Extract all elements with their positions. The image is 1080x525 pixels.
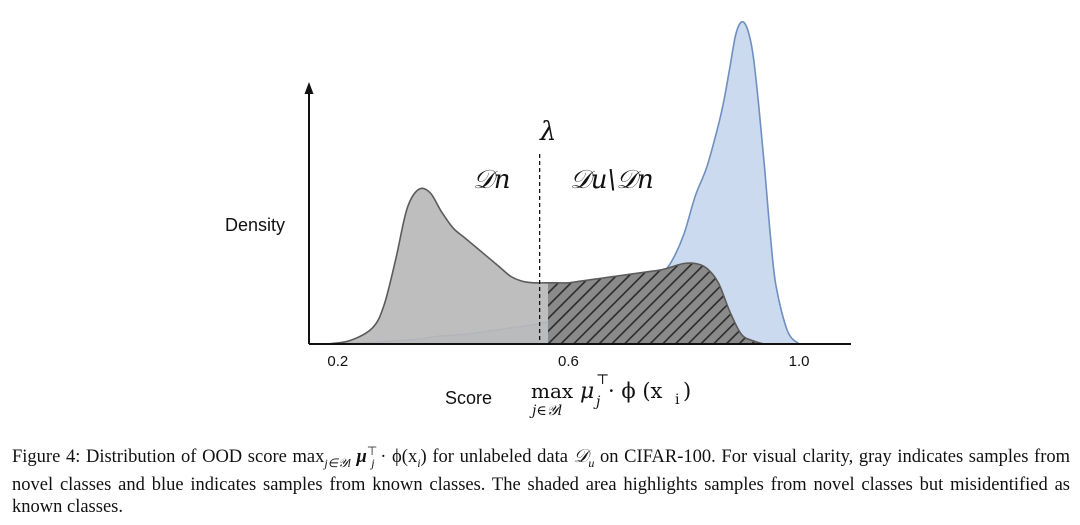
caption-middle: for unlabeled data <box>426 447 574 468</box>
formula-x-sub: i <box>675 392 680 408</box>
formula-max-sub: j∈𝒴l <box>529 403 562 419</box>
formula-close: ) <box>683 379 691 403</box>
caption-formula-mu-sub: j <box>371 455 375 470</box>
misidentified-hatched-area <box>548 262 777 345</box>
formula-mu-sup: ⊤ <box>596 372 609 388</box>
caption-du: 𝒟 <box>573 447 589 468</box>
caption-formula-mu-sup: ⊤ <box>366 444 378 458</box>
formula-max: max <box>531 379 574 403</box>
x-tick-label: 0.2 <box>327 353 348 370</box>
caption-formula-close: ) <box>420 447 427 468</box>
x-tick-label: 0.6 <box>558 353 579 370</box>
caption-du-sub: u <box>588 455 595 470</box>
threshold-label: λ <box>539 117 556 147</box>
caption-formula-max-sub: j∈𝒴l <box>324 455 351 470</box>
caption-suffix: on CIFAR-100. For visual clarity, gray i… <box>12 447 1071 517</box>
formula-rest: · ϕ (x <box>608 379 663 403</box>
x-axis-label: Score <box>445 388 492 408</box>
density-curves <box>326 20 800 346</box>
caption-formula-max: max <box>292 447 325 468</box>
y-axis-label: Density <box>225 215 285 235</box>
caption-formula-x-sub: i <box>417 455 421 470</box>
region-label-novel: 𝒟n <box>473 165 511 195</box>
caption-formula-mu: μ <box>350 447 367 468</box>
caption-prefix: Figure 4: Distribution of OOD score <box>12 447 293 468</box>
y-axis-arrow-icon <box>304 82 314 94</box>
formula-mu-sub: j <box>593 394 601 410</box>
x-tick-labels: 0.2 0.6 1.0 <box>327 353 809 370</box>
density-plot: 0.2 0.6 1.0 Density Score λ 𝒟n 𝒟u\𝒟n max j… <box>225 20 851 419</box>
formula-mu: μ <box>580 379 594 404</box>
score-formula: max j∈𝒴l μ j ⊤ · ϕ (x i ) <box>529 372 691 419</box>
figure-caption: Figure 4: Distribution of OOD score maxj… <box>12 440 1070 518</box>
novel-curve <box>326 187 777 346</box>
region-label-known: 𝒟u\𝒟n <box>570 165 654 195</box>
caption-formula-rest: · ϕ(x <box>374 447 418 468</box>
x-tick-label: 1.0 <box>789 353 810 370</box>
